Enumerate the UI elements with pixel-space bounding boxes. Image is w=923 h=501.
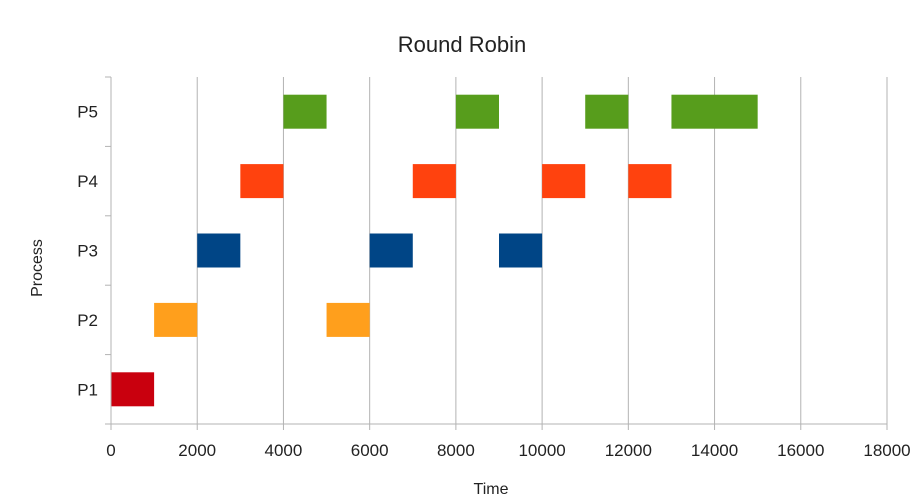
bars-group [111, 94, 758, 407]
bar-p3-2 [369, 233, 413, 268]
x-tick-label-2000: 2000 [178, 441, 216, 460]
bar-p3-3 [499, 233, 543, 268]
x-tick-label-6000: 6000 [351, 441, 389, 460]
bar-p2-2 [326, 302, 370, 337]
x-tick-label-4000: 4000 [265, 441, 303, 460]
bar-p4-1 [240, 164, 284, 199]
bar-p5-3 [585, 94, 629, 129]
x-tick-label-8000: 8000 [437, 441, 475, 460]
x-tick-label-16000: 16000 [777, 441, 824, 460]
bar-p4-3 [542, 164, 586, 199]
y-axis-label: Process [29, 239, 46, 297]
chart-title: Round Robin [398, 32, 526, 57]
x-tick-label-14000: 14000 [691, 441, 738, 460]
x-tick-label-10000: 10000 [518, 441, 565, 460]
bar-p4-4 [628, 164, 672, 199]
axes [105, 76, 888, 430]
y-tick-label-p5: P5 [77, 103, 98, 122]
bar-p1-1 [111, 372, 155, 407]
x-tick-label-18000: 18000 [863, 441, 910, 460]
y-tick-label-p1: P1 [77, 380, 98, 399]
x-axis-label: Time [474, 481, 509, 498]
bar-p5-1 [283, 94, 327, 129]
bar-p4-2 [412, 164, 456, 199]
x-tick-label-0: 0 [106, 441, 115, 460]
bar-p5-2 [455, 94, 499, 129]
bar-p5-4 [671, 94, 758, 129]
x-tick-label-12000: 12000 [605, 441, 652, 460]
y-tick-labels: P1 P2 P3 P4 P5 [77, 103, 98, 400]
y-tick-label-p4: P4 [77, 172, 98, 191]
bar-p3-1 [197, 233, 241, 268]
bar-p2-1 [154, 302, 198, 337]
y-tick-label-p2: P2 [77, 311, 98, 330]
x-tick-labels: 0 2000 4000 6000 8000 10000 12000 14000 16000 180… [106, 441, 910, 460]
y-tick-label-p3: P3 [77, 242, 98, 261]
